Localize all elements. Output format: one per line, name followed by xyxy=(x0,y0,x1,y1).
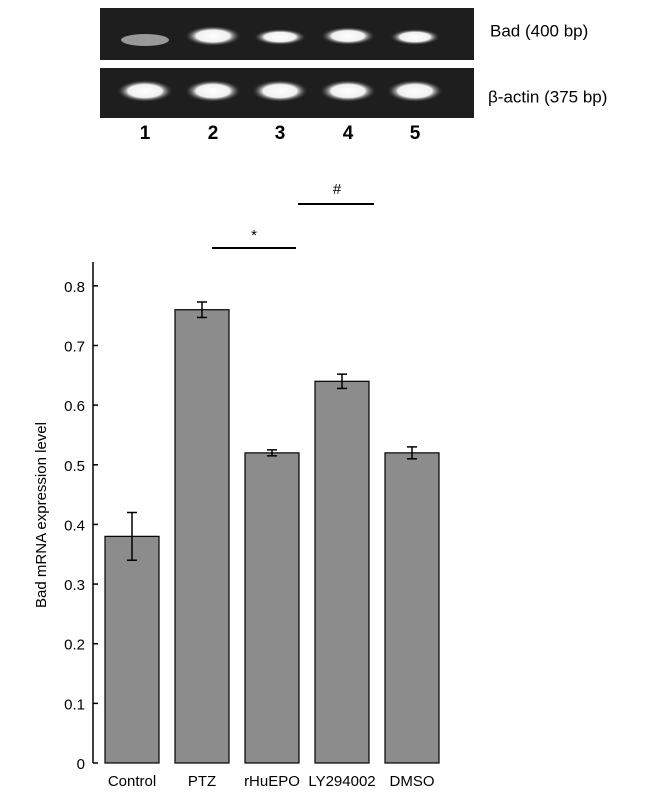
x-tick-label: LY294002 xyxy=(308,773,375,790)
error-bar xyxy=(267,449,277,457)
lane-label: 1 xyxy=(140,123,151,144)
x-tick-label: rHuEPO xyxy=(244,773,300,790)
error-bar xyxy=(127,511,137,561)
gel-band xyxy=(320,80,376,102)
significance-mark: # xyxy=(333,181,342,198)
bar xyxy=(244,452,300,764)
y-tick-label: 0.2 xyxy=(64,637,85,654)
x-tick-label: PTZ xyxy=(188,773,216,790)
lane-label: 4 xyxy=(343,123,354,144)
gel-band xyxy=(252,80,308,102)
y-tick-label: 0.6 xyxy=(64,398,85,415)
gel-band xyxy=(254,29,306,45)
y-tick-label: 0 xyxy=(77,756,85,773)
significance-mark: * xyxy=(251,227,257,244)
gel-band xyxy=(185,80,241,102)
y-tick-label: 0.1 xyxy=(64,696,85,713)
lane-label: 2 xyxy=(208,123,219,144)
bar xyxy=(104,535,160,764)
gel-band xyxy=(121,34,169,46)
y-tick-label: 0.5 xyxy=(64,458,85,475)
x-tick-label: Control xyxy=(108,773,156,790)
y-tick-label: 0.8 xyxy=(64,279,85,296)
gel: Bad (400 bp) β-actin (375 bp) 1 2 3 4 5 xyxy=(100,8,607,144)
gel-row-label: β-actin (375 bp) xyxy=(488,87,607,106)
error-bar xyxy=(337,373,347,390)
bar xyxy=(174,309,230,764)
gel-band xyxy=(185,26,241,46)
y-tick-label: 0.4 xyxy=(64,517,85,534)
y-tick-label: 0.3 xyxy=(64,577,85,594)
gel-band xyxy=(390,29,440,45)
gel-band xyxy=(387,80,443,102)
y-tick-label: 0.7 xyxy=(64,338,85,355)
lane-label: 5 xyxy=(410,123,421,144)
bar xyxy=(314,380,370,764)
gel-band xyxy=(117,80,173,102)
gel-band xyxy=(321,27,375,45)
error-bar xyxy=(197,301,207,319)
bar xyxy=(384,452,440,764)
lane-label: 3 xyxy=(275,123,286,144)
error-bar xyxy=(407,446,417,460)
x-tick-label: DMSO xyxy=(390,773,435,790)
gel-row-label: Bad (400 bp) xyxy=(490,21,588,40)
y-axis-label: Bad mRNA expression level xyxy=(33,422,50,608)
